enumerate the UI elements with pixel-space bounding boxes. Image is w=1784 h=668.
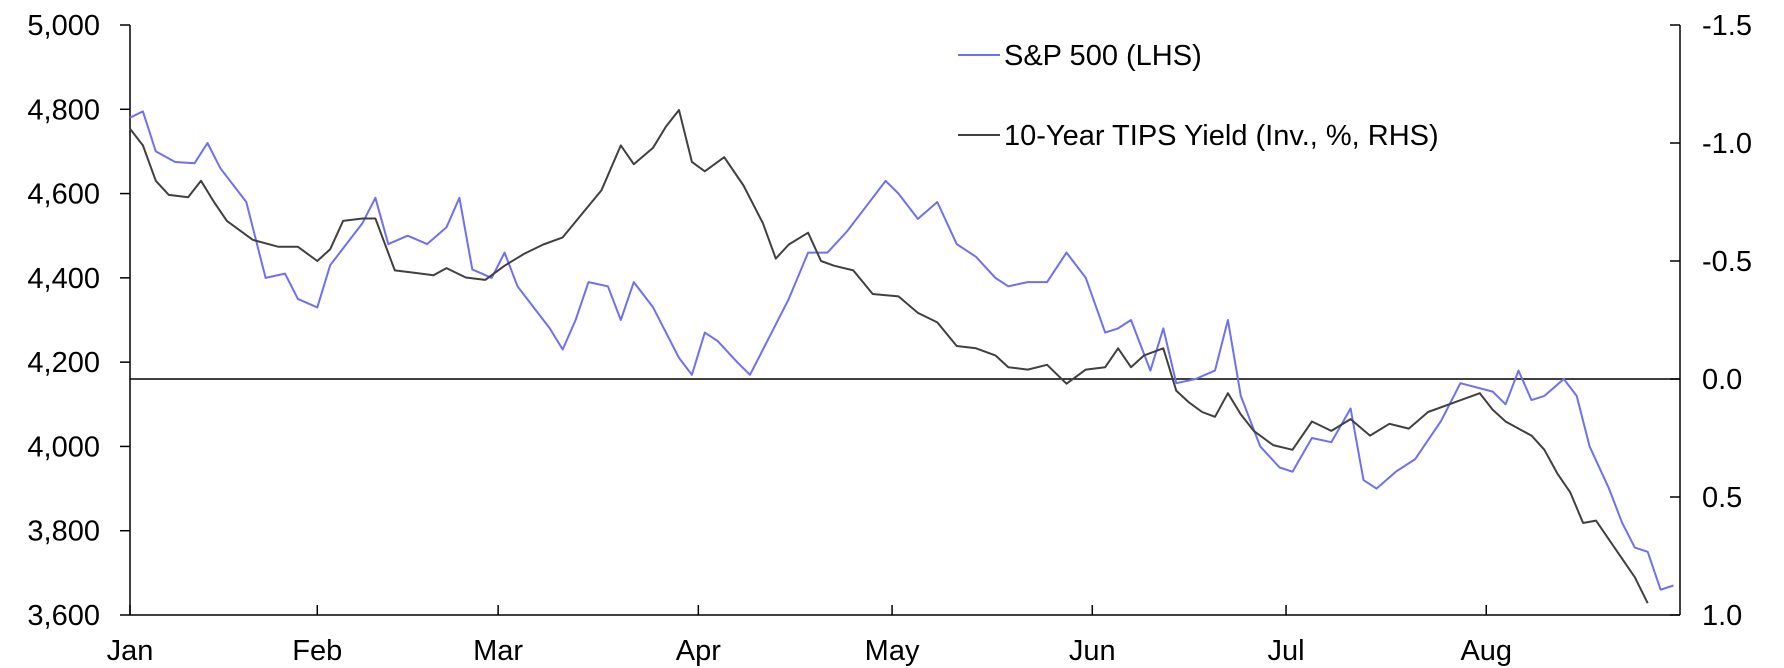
legend-label: S&P 500 (LHS) bbox=[1004, 40, 1202, 72]
series-layer bbox=[129, 109, 1674, 604]
x-tick-label: Jun bbox=[1069, 635, 1116, 667]
y-right-tick-label: 1.0 bbox=[1702, 600, 1742, 632]
y-right-tick-label: -1.0 bbox=[1702, 128, 1752, 160]
series-line-1 bbox=[129, 110, 1674, 591]
y-left-tick-label: 4,000 bbox=[27, 431, 100, 463]
y-left-tick-label: 3,600 bbox=[27, 600, 100, 632]
x-tick-label: May bbox=[865, 635, 920, 667]
y-left-tick-label: 3,800 bbox=[27, 516, 100, 548]
x-tick-label: Feb bbox=[292, 635, 342, 667]
y-left-tick-label: 4,200 bbox=[27, 347, 100, 379]
x-tick-label: Apr bbox=[676, 635, 721, 667]
x-tick-label: Jan bbox=[107, 635, 154, 667]
y-right-tick-label: 0.0 bbox=[1702, 364, 1742, 396]
legend: S&P 500 (LHS) 10-Year TIPS Yield (Inv., %… bbox=[958, 40, 1439, 152]
y-right-tick-label: -0.5 bbox=[1702, 246, 1752, 278]
y-right-tick-label: -1.5 bbox=[1702, 10, 1752, 42]
series-line-2 bbox=[129, 109, 1649, 604]
y-right-tick-label: 0.5 bbox=[1702, 482, 1742, 514]
x-tick-label: Mar bbox=[473, 635, 523, 667]
y-left-tick-label: 5,000 bbox=[27, 10, 100, 42]
y-left-tick-label: 4,600 bbox=[27, 179, 100, 211]
x-tick-label: Aug bbox=[1460, 635, 1512, 667]
axes: 3,600 3,800 4,000 4,200 4,400 4,600 4,800 5,000… bbox=[27, 10, 1752, 667]
y-left-tick-label: 4,800 bbox=[27, 94, 100, 126]
legend-label: 10-Year TIPS Yield (Inv., %, RHS) bbox=[1004, 120, 1439, 152]
y-left-tick-label: 4,400 bbox=[27, 263, 100, 295]
x-tick-label: Jul bbox=[1268, 635, 1305, 667]
